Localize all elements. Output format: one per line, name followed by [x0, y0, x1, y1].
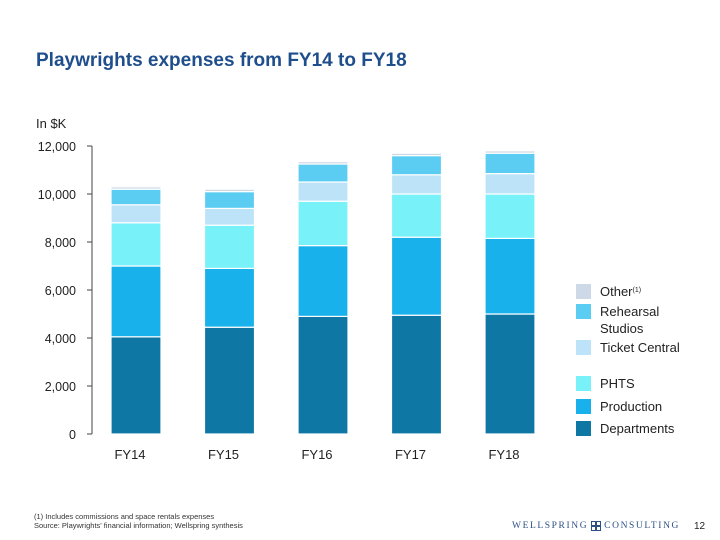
page-number: 12: [694, 521, 706, 532]
bar-segment-departments: [297, 315, 349, 435]
legend-swatch: [576, 284, 591, 299]
bar-segment-phts: [203, 224, 256, 269]
legend-swatch: [576, 421, 591, 436]
bar-segment-production: [297, 245, 349, 318]
legend-swatch: [576, 340, 591, 355]
bar-segment-rehearsal-studios: [203, 191, 256, 210]
legend-item: Ticket Central: [576, 339, 682, 356]
bar-segment-ticket-central: [110, 204, 162, 224]
footnote-note: (1) Includes commissions and space renta…: [34, 512, 215, 521]
legend-label: Production: [600, 399, 663, 414]
bar-segment-departments: [110, 336, 162, 435]
bar-segment-ticket-central: [297, 181, 349, 202]
bar-segment-rehearsal-studios: [297, 163, 349, 183]
y-tick-label: 8,000: [45, 236, 76, 250]
bar-segment-other: [203, 188, 256, 193]
bar-segment-phts: [484, 193, 536, 240]
legend-label: PHTS: [600, 376, 635, 391]
legend-item: Rehearsal Studios: [576, 303, 682, 337]
bar-segment-phts: [297, 200, 349, 247]
legend-item: PHTS: [576, 375, 682, 392]
y-tick-label: 12,000: [38, 140, 76, 154]
legend-label: Ticket Central: [600, 340, 680, 355]
x-tick-label: FY14: [114, 447, 145, 462]
brand-text-right: CONSULTING: [604, 521, 680, 531]
x-tick-label: FY17: [395, 447, 426, 462]
y-tick-label: 6,000: [45, 284, 76, 298]
x-tick-label: FY18: [488, 447, 519, 462]
legend-item: Departments: [576, 420, 682, 437]
legend-label: Rehearsal Studios: [600, 304, 660, 336]
bar-segment-departments: [203, 326, 256, 435]
bar-segment-phts: [390, 193, 443, 238]
bar-segment-production: [110, 265, 162, 338]
brand-text-left: WELLSPRING: [512, 521, 589, 531]
legend-item: Other(1): [576, 283, 682, 300]
bar-segment-other: [297, 161, 349, 165]
legend-swatch: [576, 399, 591, 414]
footnote-source: Source: Playwrights' financial informati…: [34, 521, 243, 530]
unit-label: In $K: [36, 116, 67, 131]
bar-segment-other: [484, 150, 536, 154]
bar-segment-departments: [390, 314, 443, 435]
y-tick-label: 4,000: [45, 332, 76, 346]
bar-segment-departments: [484, 313, 536, 435]
bar-segment-rehearsal-studios: [390, 155, 443, 176]
brand-logo: WELLSPRING CONSULTING: [512, 521, 680, 531]
x-tick-label: FY16: [301, 447, 332, 462]
legend-label: Departments: [600, 421, 675, 436]
bar-segment-ticket-central: [390, 174, 443, 195]
bar-segment-production: [390, 236, 443, 316]
legend-swatch: [576, 376, 591, 391]
y-tick-label: 0: [69, 428, 76, 442]
bar-segment-other: [110, 186, 162, 190]
legend-item: Production: [576, 398, 682, 415]
bar-segment-phts: [110, 222, 162, 267]
brand-mark-icon: [591, 521, 602, 531]
legend-swatch: [576, 304, 591, 319]
y-tick-label: 2,000: [45, 380, 76, 394]
bar-segment-rehearsal-studios: [110, 188, 162, 206]
bar-segment-rehearsal-studios: [484, 152, 536, 175]
footnote: (1) Includes commissions and space renta…: [34, 512, 243, 530]
bar-segment-production: [484, 237, 536, 315]
bar-segment-production: [203, 267, 256, 328]
page-title: Playwrights expenses from FY14 to FY18: [36, 50, 407, 71]
bar-segment-ticket-central: [203, 207, 256, 226]
bar-segment-ticket-central: [484, 173, 536, 195]
bar-segment-other: [390, 152, 443, 157]
legend-label: Other(1): [600, 284, 642, 299]
x-tick-label: FY15: [208, 447, 239, 462]
y-tick-label: 10,000: [38, 188, 76, 202]
